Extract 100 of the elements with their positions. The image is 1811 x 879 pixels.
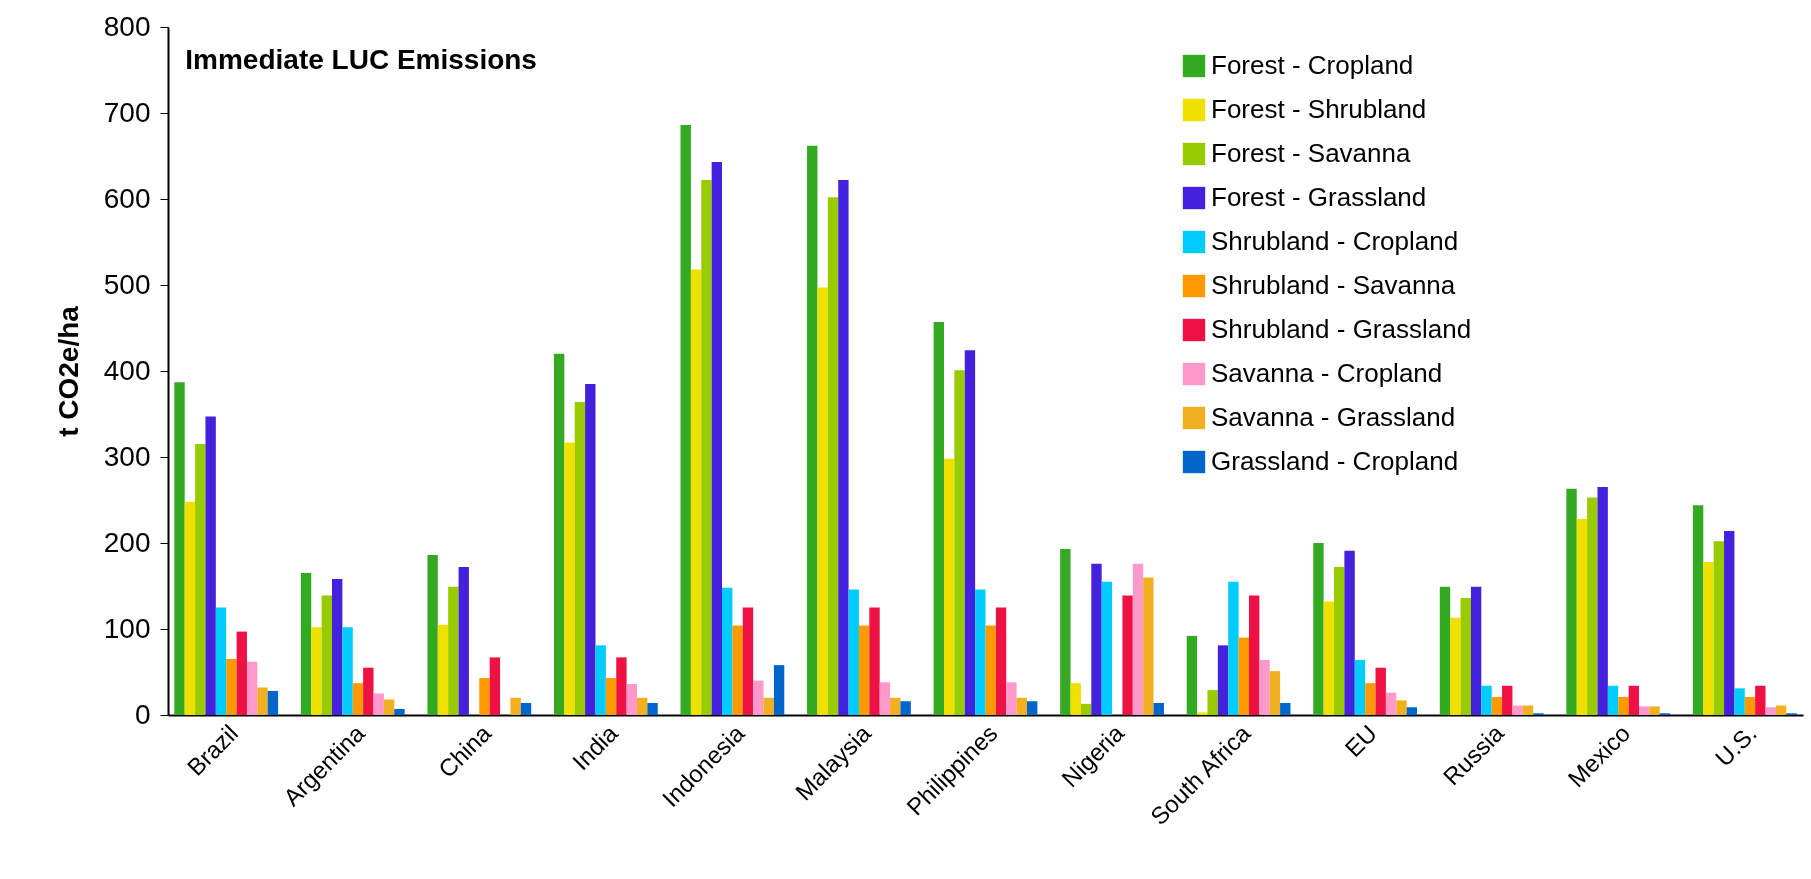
bar [975, 589, 986, 715]
y-tick-label: 500 [103, 268, 151, 300]
y-tick-label: 100 [103, 612, 151, 644]
bar [1385, 692, 1397, 715]
bar [1217, 645, 1229, 715]
legend-label: Forest - Cropland [1211, 50, 1414, 80]
bar [1027, 701, 1038, 715]
bar [215, 607, 227, 715]
bar [458, 567, 469, 715]
bar [383, 699, 395, 715]
bar [205, 416, 216, 715]
bar [1502, 685, 1513, 715]
bar [1060, 549, 1071, 715]
legend-label: Grassland - Cropland [1211, 446, 1459, 476]
bar [1016, 697, 1028, 715]
bar [1692, 505, 1704, 715]
bar [900, 701, 911, 715]
bar [1597, 487, 1608, 715]
bar [848, 589, 859, 715]
x-tick-label: U.S. [1709, 719, 1762, 772]
bar [1481, 685, 1492, 715]
legend-label: Savanna - Cropland [1211, 358, 1443, 388]
bar [595, 645, 606, 715]
bar [479, 678, 490, 715]
legend-label: Forest - Grassland [1211, 182, 1427, 212]
bar [954, 370, 965, 715]
bar [510, 697, 521, 715]
bar [394, 708, 405, 715]
bar [574, 401, 586, 715]
legend-label: Forest - Savanna [1211, 138, 1411, 168]
bar [711, 162, 723, 715]
bar [1450, 617, 1461, 715]
bar [1460, 598, 1471, 715]
bar [995, 607, 1007, 715]
bar [373, 693, 384, 715]
bar [1618, 696, 1629, 715]
bar [773, 665, 785, 715]
bar [838, 180, 849, 715]
legend-label: Savanna - Grassland [1211, 402, 1456, 432]
bar [943, 458, 955, 715]
bar [732, 625, 743, 715]
bar [195, 444, 206, 715]
bar [1313, 543, 1324, 715]
bar [1323, 601, 1335, 715]
legend-label: Shrubland - Grassland [1211, 314, 1472, 344]
bar [817, 287, 828, 715]
bar [1259, 659, 1270, 715]
bar [1006, 682, 1017, 715]
bar [647, 702, 658, 715]
bar [246, 661, 258, 715]
bar [616, 657, 627, 715]
bar [1755, 685, 1766, 715]
bar [1070, 683, 1081, 715]
bar [1365, 683, 1376, 715]
bar [1122, 595, 1133, 715]
bar [1197, 712, 1208, 715]
bar [807, 145, 818, 715]
bar [1186, 635, 1198, 715]
bar [1334, 567, 1345, 715]
bar [701, 180, 712, 715]
bar [184, 501, 196, 715]
legend-label: Shrubland - Cropland [1211, 226, 1459, 256]
bar [763, 697, 774, 715]
bar [1091, 563, 1102, 715]
bar [1344, 550, 1355, 715]
bar [321, 595, 333, 715]
bar [890, 697, 901, 715]
bar [985, 625, 996, 715]
bar [352, 683, 364, 715]
bar [342, 627, 353, 715]
bar [1765, 707, 1776, 715]
legend-label: Shrubland - Savanna [1211, 270, 1456, 300]
bar [448, 586, 459, 715]
bar [1607, 685, 1619, 715]
bar [553, 353, 565, 715]
bar [636, 697, 648, 715]
bar [1280, 702, 1291, 715]
bar [1132, 563, 1144, 715]
legend-label: Forest - Shrubland [1211, 94, 1427, 124]
bar [1101, 581, 1113, 715]
bar [427, 555, 438, 715]
bar [626, 684, 637, 715]
bar [585, 383, 596, 715]
bar [1713, 541, 1725, 715]
bar [332, 579, 343, 715]
bar [1576, 518, 1588, 715]
bar [1080, 703, 1092, 715]
bar [226, 659, 237, 715]
bar [257, 687, 268, 715]
bar [605, 678, 617, 715]
bar [964, 350, 976, 715]
bar [933, 321, 944, 715]
bar [742, 607, 754, 715]
y-axis-title: t CO2e/ha [52, 305, 84, 437]
bar [236, 631, 247, 715]
bar [879, 682, 891, 715]
y-tick-label: 800 [103, 10, 151, 42]
bar [520, 702, 532, 715]
bar [827, 197, 839, 715]
bar [1396, 700, 1407, 715]
